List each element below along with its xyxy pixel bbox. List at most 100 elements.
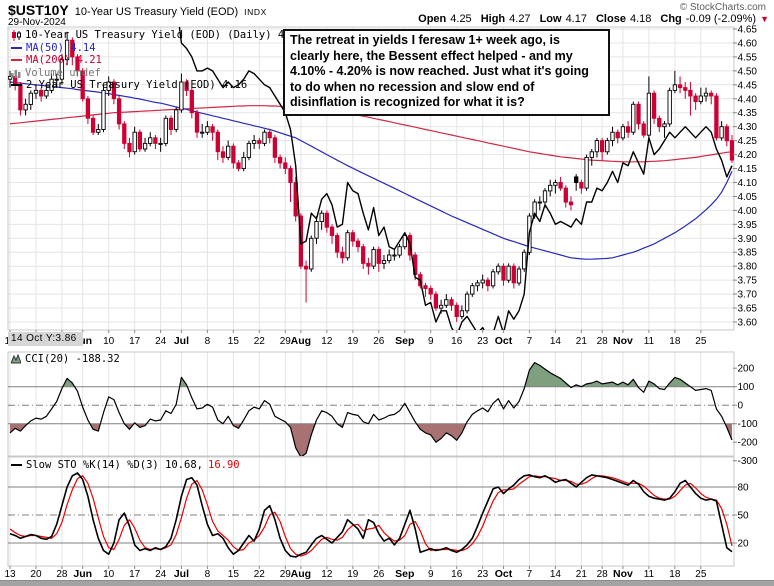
close-label: Close (595, 13, 626, 25)
svg-text:4.45: 4.45 (738, 80, 758, 91)
cci-panel (8, 362, 734, 457)
chg-label: Chg (660, 13, 682, 25)
legend-ma200-label: MA(200) 4.21 (26, 54, 102, 67)
svg-text:4.40: 4.40 (738, 94, 758, 105)
high-value: 4.27 (509, 13, 531, 25)
x-tick-label-row1: 26 (373, 336, 385, 347)
sto-d-line (9, 475, 733, 557)
x-tick-label-row2: 13 (4, 569, 16, 580)
volume-bars-icon (11, 68, 22, 78)
sto-legend-label: Slow STO %K(14) %D(3) 10.68, (26, 459, 204, 471)
x-tick-label-row1: Nov (613, 335, 633, 347)
open-label: Open (418, 13, 447, 25)
low-value: 4.17 (565, 13, 587, 25)
legend-ma200-row: MA(200) 4.21 (11, 54, 303, 67)
chart-date: 29-Nov-2024 (8, 17, 66, 28)
x-tick-label-row2: 21 (576, 569, 588, 580)
x-tick-label-row1: 9 (428, 336, 434, 347)
x-tick-label-row1: 10 (103, 336, 115, 347)
x-tick-label-row2: Jul (174, 568, 189, 580)
legend-volume-label: Volume undef (25, 66, 101, 79)
2yr-line-icon (11, 84, 22, 87)
legend-volume-row: Volume undef (11, 67, 303, 80)
svg-text:4.15: 4.15 (738, 164, 758, 175)
copyright: © StockCharts.com (679, 2, 766, 13)
x-tick-label-row1: 11 (644, 336, 655, 347)
svg-text:50: 50 (738, 510, 750, 521)
candlestick-icon (11, 29, 22, 41)
chg-value: -0.09 (-2.09%) (685, 13, 757, 25)
page-title: 10-Year US Treasury Yield (EOD) (74, 6, 239, 18)
svg-text:3.85: 3.85 (738, 248, 758, 259)
sto-panel (8, 472, 734, 558)
svg-text:-300: -300 (738, 456, 758, 467)
svg-text:4.55: 4.55 (738, 52, 758, 63)
sto-k-line (9, 472, 733, 558)
x-tick-label-row2: Sep (395, 568, 414, 580)
sto-legend: Slow STO %K(14) %D(3) 10.68, 16.90 (11, 459, 240, 471)
x-tick-label-row1: 29 (280, 336, 292, 347)
svg-text:3.65: 3.65 (738, 304, 758, 315)
x-tick-label-row2: 10 (103, 569, 115, 580)
legend-price-row: 10-Year US Treasury Yield (EOD) (Daily) … (11, 29, 303, 42)
x-tick-label-row2: 19 (347, 569, 359, 580)
sto-line-icon (11, 464, 22, 466)
svg-text:4.05: 4.05 (738, 192, 758, 203)
down-arrow-icon: ▼ (760, 14, 769, 24)
sto-y-axis: 80 50 20 (733, 483, 750, 549)
x-tick-label-row1: 23 (477, 336, 489, 347)
sto-d-value: 16.90 (208, 459, 240, 471)
x-tick-label-row2: 23 (477, 569, 489, 580)
annotation-note: The retreat in yields I feresaw 1+ week … (283, 29, 610, 116)
svg-text:3.60: 3.60 (738, 318, 758, 329)
x-tick-label-row1: 12 (321, 336, 333, 347)
exchange-tag: INDX (244, 7, 267, 17)
svg-text:-200: -200 (738, 438, 758, 449)
x-tick-label-row2: 28 (56, 569, 68, 580)
x-tick-label-row2: 14 (550, 569, 562, 580)
x-tick-label-row2: 24 (155, 569, 167, 580)
x-tick-label-row1: 14 (550, 336, 562, 347)
svg-text:20: 20 (738, 538, 750, 549)
ma50-line-icon (11, 46, 22, 49)
x-tick-label-row1: 7 (527, 336, 533, 347)
legend-ma50-row: MA(50) 4.14 (11, 42, 303, 55)
svg-text:3.75: 3.75 (738, 276, 758, 287)
x-tick-label-row1: Sep (395, 335, 414, 347)
x-tick-label-row2: 11 (644, 569, 655, 580)
panel-borders (7, 26, 735, 567)
x-tick-label-row1: 28 (597, 336, 609, 347)
svg-text:200: 200 (738, 364, 755, 375)
crosshair-tooltip: 14 Oct Y:3.86 (8, 332, 83, 346)
svg-text:3.95: 3.95 (738, 220, 758, 231)
horizontal-scrollbar[interactable] (0, 580, 774, 586)
cci-overbought-fill (10, 362, 732, 387)
x-tick-label-row2: Aug (291, 568, 311, 580)
svg-text:4.00: 4.00 (738, 206, 758, 217)
x-axis-labels: 131320202828JunJun101017172424JulJul8815… (4, 330, 707, 580)
x-tick-label-row1: 8 (205, 336, 211, 347)
x-tick-label-row2: 15 (228, 569, 240, 580)
x-tick-label-row2: Jun (73, 568, 92, 580)
x-tick-label-row1: Oct (495, 335, 513, 347)
x-tick-label-row2: 17 (129, 569, 141, 580)
svg-text:100: 100 (738, 382, 755, 393)
x-tick-label-row1: 15 (228, 336, 240, 347)
x-tick-label-row2: 18 (669, 569, 681, 580)
close-value: 4.18 (629, 13, 652, 25)
svg-text:4.35: 4.35 (738, 108, 758, 119)
high-label: High (480, 13, 506, 25)
svg-text:4.20: 4.20 (738, 150, 758, 161)
candles-layer (8, 31, 734, 322)
x-tick-label-row1: 18 (669, 336, 681, 347)
x-tick-label-row2: 7 (527, 569, 533, 580)
x-tick-label-row2: 16 (451, 569, 463, 580)
price-y-axis: 4.65 4.60 4.55 4.50 4.45 4.40 4.35 4.30 4.25 4.20… (733, 25, 757, 329)
svg-text:-100: -100 (738, 419, 758, 430)
x-tick-label-row1: 17 (129, 336, 141, 347)
svg-text:4.25: 4.25 (738, 136, 758, 147)
x-tick-label-row1: 16 (451, 336, 463, 347)
svg-text:4.65: 4.65 (738, 25, 758, 36)
